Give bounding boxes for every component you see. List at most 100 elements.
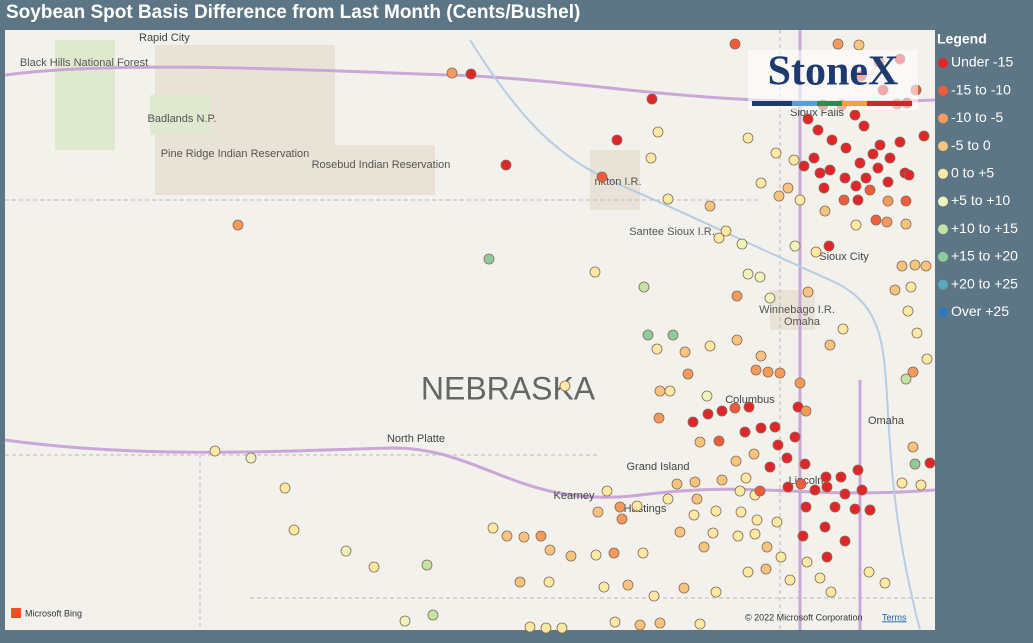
location-dot <box>889 284 901 296</box>
location-dot <box>915 479 927 491</box>
location-dot <box>782 182 794 194</box>
location-dot <box>884 152 896 164</box>
title: Soybean Spot Basis Difference from Last … <box>6 2 580 23</box>
legend-label: Over +25 <box>951 303 1009 319</box>
location-dot <box>773 190 785 202</box>
location-dot <box>826 134 838 146</box>
location-dot <box>874 139 886 151</box>
map-label: Sioux City <box>819 251 869 263</box>
location-dot <box>648 590 660 602</box>
location-dot <box>794 377 806 389</box>
terms-link[interactable]: Terms <box>882 612 907 622</box>
location-dot <box>924 457 936 469</box>
location-dot <box>900 195 912 207</box>
location-dot <box>894 136 906 148</box>
location-dot <box>755 350 767 362</box>
location-dot <box>483 253 495 265</box>
location-dot <box>609 616 621 628</box>
legend-label: +5 to +10 <box>951 192 1010 208</box>
location-dot <box>232 219 244 231</box>
location-dot <box>730 455 742 467</box>
location-dot <box>427 609 439 621</box>
location-dot <box>907 441 919 453</box>
location-dot <box>821 551 833 563</box>
location-dot <box>652 126 664 138</box>
location-dot <box>814 167 826 179</box>
map-label: Pine Ridge Indian Reservation <box>161 148 310 160</box>
legend-swatch <box>938 58 948 68</box>
location-dot <box>688 509 700 521</box>
location-dot <box>879 577 891 589</box>
location-dot <box>689 476 701 488</box>
location-dot <box>798 160 810 172</box>
location-dot <box>849 503 861 515</box>
location-dot <box>667 329 679 341</box>
location-dot <box>820 471 832 483</box>
location-dot <box>774 367 786 379</box>
location-dot <box>543 576 555 588</box>
location-dot <box>598 581 610 593</box>
map-label: North Platte <box>387 433 445 445</box>
location-dot <box>852 464 864 476</box>
location-dot <box>559 380 571 392</box>
location-dot <box>789 431 801 443</box>
location-dot <box>858 120 870 132</box>
location-dot <box>902 305 914 317</box>
location-dot <box>209 445 221 457</box>
location-dot <box>896 477 908 489</box>
location-dot <box>616 513 628 525</box>
legend-label: -10 to -5 <box>951 109 1003 125</box>
location-dot <box>789 240 801 252</box>
location-dot <box>653 412 665 424</box>
provider: Microsoft Bing <box>25 608 82 618</box>
location-dot <box>849 109 861 121</box>
location-dot <box>909 458 921 470</box>
location-dot <box>837 323 849 335</box>
location-dot <box>642 329 654 341</box>
location-dot <box>802 286 814 298</box>
legend-swatch <box>938 307 948 318</box>
legend-swatch <box>938 196 948 207</box>
location-dot <box>622 579 634 591</box>
location-dot <box>770 147 782 159</box>
legend-swatch <box>938 113 948 124</box>
location-dot <box>611 134 623 146</box>
location-dot <box>749 528 761 540</box>
location-dot <box>754 485 766 497</box>
location-dot <box>662 193 674 205</box>
location-dot <box>761 541 773 553</box>
location-dot <box>742 566 754 578</box>
location-dot <box>739 426 751 438</box>
location-dot <box>679 346 691 358</box>
location-dot <box>903 169 915 181</box>
location-dot <box>850 180 862 192</box>
location-dot <box>674 526 686 538</box>
location-dot <box>840 142 852 154</box>
location-dot <box>742 268 754 280</box>
legend-label: -5 to 0 <box>951 137 991 153</box>
location-dot <box>729 402 741 414</box>
map-label: Omaha <box>868 415 905 427</box>
location-dot <box>524 621 536 633</box>
location-dot <box>832 38 844 50</box>
location-dot <box>732 530 744 542</box>
location-dot <box>823 240 835 252</box>
location-dot <box>368 561 380 573</box>
location-dot <box>694 436 706 448</box>
location-dot <box>638 281 650 293</box>
location-dot <box>654 385 666 397</box>
location-dot <box>687 416 699 428</box>
location-dot <box>872 162 884 174</box>
location-dot <box>740 472 752 484</box>
location-dot <box>421 559 433 571</box>
location-dot <box>731 334 743 346</box>
map-label: Omaha <box>784 316 821 328</box>
location-dot <box>907 366 919 378</box>
location-dot <box>589 266 601 278</box>
location-dot <box>818 182 830 194</box>
location-dot <box>900 218 912 230</box>
location-dot <box>754 271 766 283</box>
location-dot <box>446 67 458 79</box>
legend-label: Under -15 <box>951 54 1013 70</box>
location-dot <box>755 177 767 189</box>
